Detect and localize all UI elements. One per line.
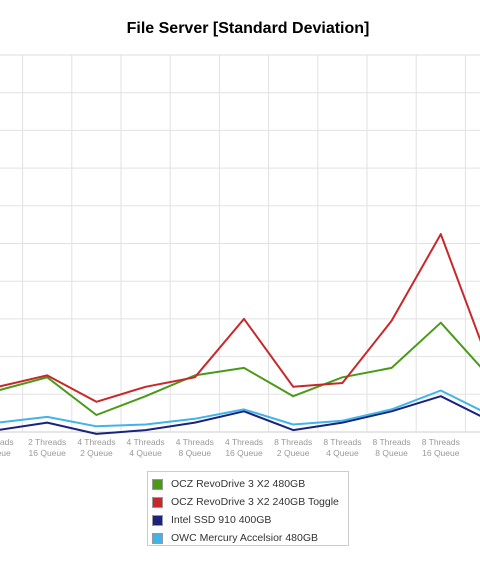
legend-swatch <box>152 496 163 508</box>
x-tick-label: Threads <box>0 437 14 447</box>
legend-item: Intel SSD 910 400GB <box>152 511 348 529</box>
x-tick-label: 4 Threads <box>77 437 115 447</box>
series-line-1 <box>0 321 480 416</box>
x-tick-label: 2 Queue <box>80 448 113 458</box>
chart-title: File Server [Standard Deviation] <box>126 20 370 37</box>
legend-swatch <box>152 478 163 490</box>
series-line-3 <box>0 395 480 435</box>
x-tick-label: 4 Threads <box>127 437 165 447</box>
series-line-2 <box>0 233 480 403</box>
legend-item: OWC Mercury Accelsior 480GB <box>152 529 348 547</box>
legend-label: Intel SSD 910 400GB <box>171 514 272 526</box>
x-tick-label: 8 Threads <box>422 437 460 447</box>
x-tick-label: 4 Queue <box>326 448 359 458</box>
legend-item: OCZ RevoDrive 3 X2 480GB <box>152 475 348 493</box>
legend-item: OCZ RevoDrive 3 X2 240GB Toggle <box>152 493 348 511</box>
x-tick-label: Queue <box>0 448 11 458</box>
legend-swatch <box>152 532 163 544</box>
x-tick-label: 16 Queue <box>422 448 460 458</box>
x-tick-label: 4 Threads <box>176 437 214 447</box>
x-tick-label: 16 Queue <box>29 448 67 458</box>
x-tick-label: 4 Queue <box>129 448 162 458</box>
chart-legend: OCZ RevoDrive 3 X2 480GB OCZ RevoDrive 3 … <box>147 471 349 546</box>
legend-label: OCZ RevoDrive 3 X2 240GB Toggle <box>171 496 339 508</box>
x-tick-label: 2 Threads <box>28 437 66 447</box>
x-tick-label: 8 Queue <box>375 448 408 458</box>
series-line-4 <box>0 389 480 428</box>
x-tick-label: 8 Threads <box>274 437 312 447</box>
legend-swatch <box>152 514 163 526</box>
x-tick-label: 8 Threads <box>323 437 361 447</box>
legend-label: OWC Mercury Accelsior 480GB <box>171 532 319 544</box>
x-tick-label: 2 Queue <box>277 448 310 458</box>
x-tick-label: 8 Threads <box>373 437 411 447</box>
x-tick-label: 16 Queue <box>225 448 263 458</box>
x-tick-label: 4 Threads <box>225 437 263 447</box>
legend-label: OCZ RevoDrive 3 X2 480GB <box>171 478 306 490</box>
x-tick-label: 8 Queue <box>178 448 211 458</box>
